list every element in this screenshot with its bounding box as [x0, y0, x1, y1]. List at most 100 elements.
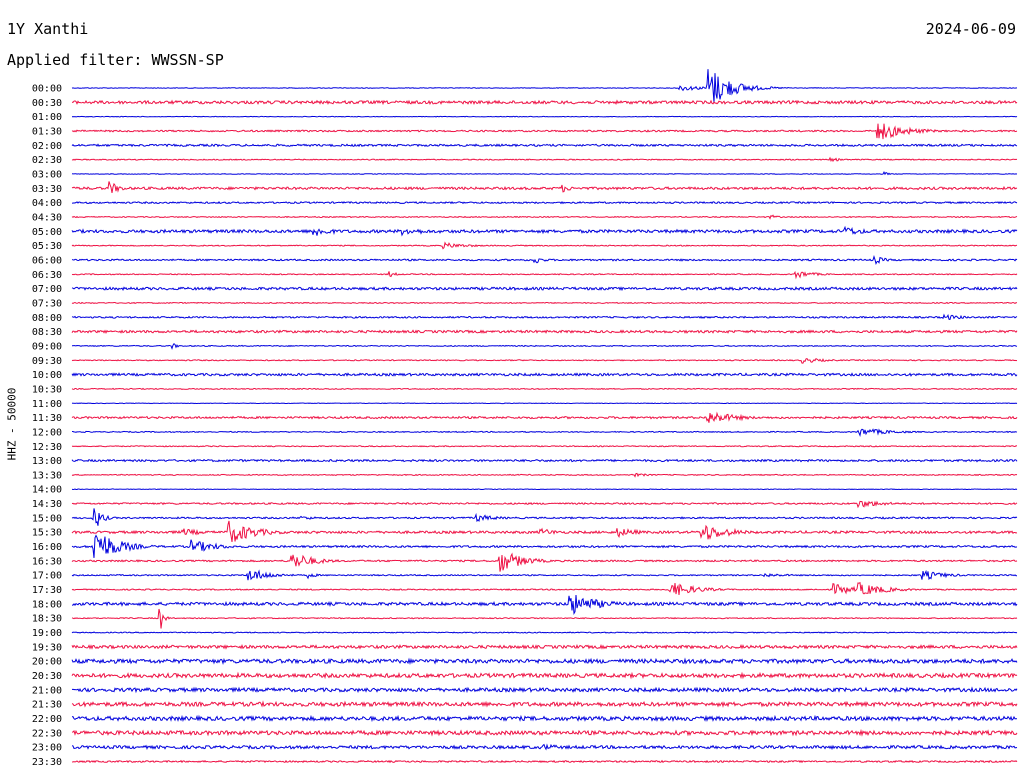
row-label: 22:30 — [32, 728, 62, 739]
row-label: 08:30 — [32, 327, 62, 338]
trace-row — [71, 644, 1018, 650]
row-label: 12:30 — [32, 442, 62, 453]
row-label: 16:30 — [32, 556, 62, 567]
trace-row — [71, 241, 1018, 250]
trace-row — [71, 700, 1018, 708]
trace-row — [71, 99, 1018, 106]
row-label: 07:00 — [32, 284, 62, 295]
row-time-labels: 00:00 00:30 01:00 01:30 02:00 02:30 03:00 03:30… — [32, 84, 62, 769]
row-label: 13:30 — [32, 470, 62, 481]
trace-row — [71, 329, 1018, 334]
row-label: 19:30 — [32, 642, 62, 653]
trace-row — [72, 428, 1018, 437]
row-label: 05:00 — [32, 227, 62, 238]
trace-row — [71, 387, 1018, 391]
trace-row — [71, 358, 1018, 364]
trace-row — [71, 500, 1018, 509]
trace-row — [71, 631, 1018, 634]
row-label: 04:30 — [32, 212, 62, 223]
seismic-traces — [71, 69, 1018, 764]
row-label: 10:00 — [32, 370, 62, 381]
trace-row — [71, 743, 1018, 751]
trace-row — [71, 569, 1017, 581]
trace-row — [71, 156, 1018, 163]
trace-row — [71, 214, 1018, 220]
trace-row — [71, 143, 1018, 148]
trace-row — [71, 170, 1018, 176]
trace-row — [71, 686, 1018, 694]
station-title: 1Y Xanthi — [7, 20, 89, 38]
trace-row — [71, 181, 1018, 193]
trace-row — [71, 115, 1018, 118]
row-label: 18:00 — [32, 599, 62, 610]
trace-row — [71, 671, 1018, 680]
trace-row — [71, 445, 1018, 448]
trace-row — [71, 411, 1018, 423]
row-label: 03:30 — [32, 184, 62, 195]
row-label: 04:00 — [32, 198, 62, 209]
trace-row — [71, 313, 1018, 320]
row-label: 23:00 — [32, 743, 62, 754]
row-label: 14:30 — [32, 499, 62, 510]
row-label: 11:30 — [32, 413, 62, 424]
row-label: 08:00 — [32, 313, 62, 324]
trace-row — [71, 657, 1018, 665]
row-label: 16:00 — [32, 542, 62, 553]
row-label: 00:30 — [32, 98, 62, 109]
row-label: 17:00 — [32, 571, 62, 582]
row-label: 21:00 — [32, 685, 62, 696]
trace-row — [71, 301, 1018, 305]
trace-row — [71, 520, 1018, 542]
trace-row — [71, 69, 1018, 103]
trace-row — [71, 714, 1017, 723]
trace-row — [72, 200, 1018, 205]
row-label: 13:00 — [32, 456, 62, 467]
trace-row — [71, 488, 1018, 491]
row-label: 15:00 — [32, 513, 62, 524]
row-label: 15:30 — [32, 528, 62, 539]
trace-row — [71, 225, 1018, 237]
trace-row — [71, 123, 1018, 140]
row-label: 18:30 — [32, 614, 62, 625]
row-label: 20:30 — [32, 671, 62, 682]
trace-row — [71, 552, 1018, 572]
trace-row — [71, 458, 1018, 463]
trace-row — [72, 594, 1018, 616]
row-label: 22:00 — [32, 714, 62, 725]
row-label: 05:30 — [32, 241, 62, 252]
row-label: 01:00 — [32, 112, 62, 123]
trace-row — [71, 728, 1018, 737]
row-label: 01:30 — [32, 126, 62, 137]
row-label: 06:00 — [32, 255, 62, 266]
row-label: 14:00 — [32, 485, 62, 496]
trace-row — [71, 255, 1018, 265]
row-label: 09:30 — [32, 356, 62, 367]
row-label: 20:00 — [32, 657, 62, 668]
row-label: 10:30 — [32, 384, 62, 395]
row-label: 00:00 — [32, 84, 62, 95]
row-label: 09:00 — [32, 341, 62, 352]
row-label: 02:30 — [32, 155, 62, 166]
row-label: 19:00 — [32, 628, 62, 639]
row-label: 07:30 — [32, 298, 62, 309]
applied-filter: Applied filter: WWSSN-SP — [7, 51, 224, 69]
trace-row — [71, 270, 1018, 280]
row-label: 11:00 — [32, 399, 62, 410]
trace-row — [71, 581, 1018, 595]
trace-row — [71, 608, 1018, 629]
trace-row — [71, 508, 1018, 526]
row-label: 17:30 — [32, 585, 62, 596]
row-label: 23:30 — [32, 757, 62, 768]
plot-date: 2024-06-09 — [925, 20, 1016, 38]
row-label: 12:00 — [32, 427, 62, 438]
row-label: 02:00 — [32, 141, 62, 152]
row-label: 21:30 — [32, 700, 62, 711]
row-label: 06:30 — [32, 270, 62, 281]
row-label: 03:00 — [32, 169, 62, 180]
trace-row — [72, 342, 1018, 350]
trace-row — [71, 759, 1018, 764]
trace-row — [71, 472, 1018, 478]
trace-row — [71, 286, 1018, 292]
trace-row — [71, 372, 1018, 377]
